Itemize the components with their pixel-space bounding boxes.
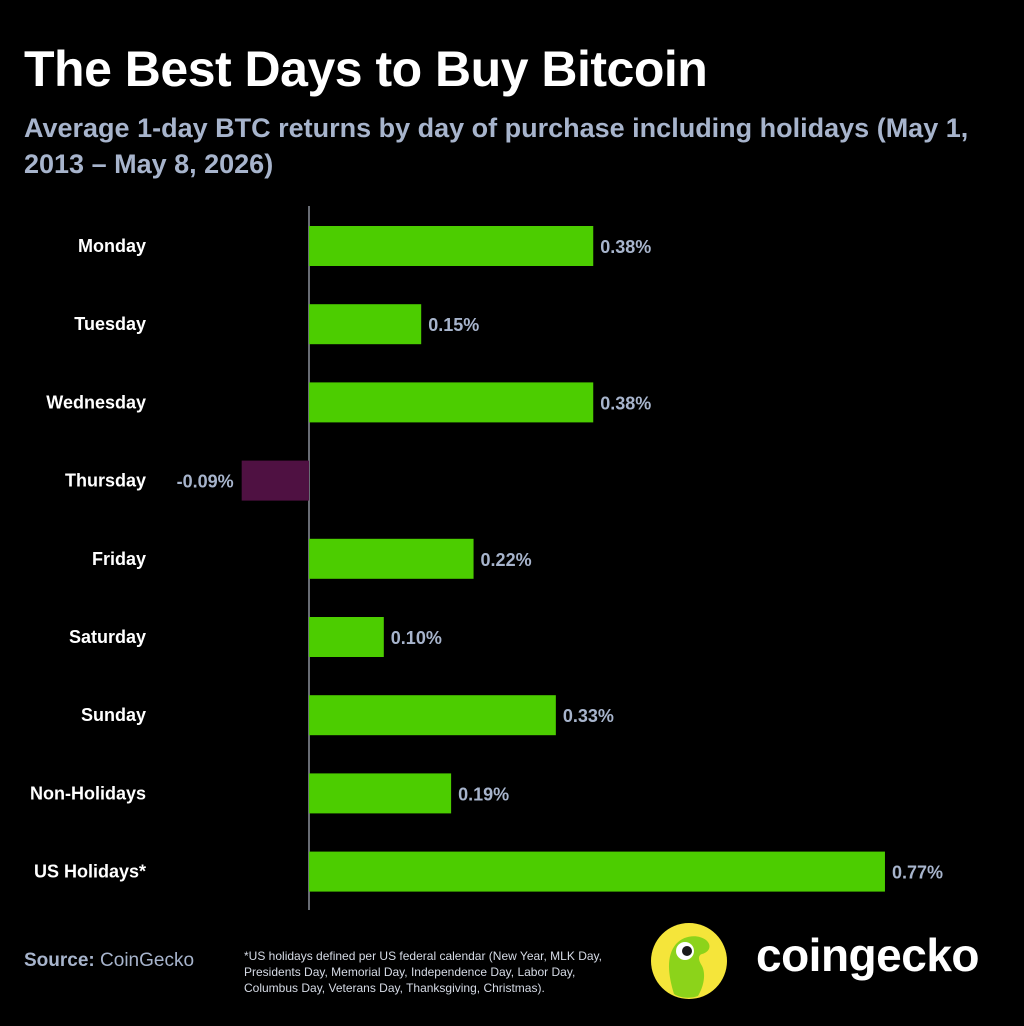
bar [241,460,309,501]
value-label: -0.09% [177,472,234,492]
holidays-footnote: *US holidays defined per US federal cale… [244,949,602,995]
bar [309,226,594,266]
bar [309,695,556,736]
category-label: Friday [92,549,146,569]
category-label: Tuesday [74,314,146,334]
category-label: Wednesday [46,392,146,412]
value-label: 0.10% [391,628,442,648]
category-label: Thursday [65,471,146,491]
bar [309,851,885,892]
bar-chart: Monday 0.38% Tuesday 0.15% Wednesday 0.38% Thu… [30,206,943,910]
value-label: 0.15% [428,315,479,335]
category-label: Non-Holidays [30,783,146,803]
value-label: 0.38% [600,393,651,413]
value-label: 0.22% [481,550,532,570]
category-label: Saturday [69,627,146,647]
chart-title: The Best Days to Buy Bitcoin [24,41,708,97]
bar [309,773,452,814]
category-label: Sunday [81,705,146,725]
category-label: Monday [78,236,146,256]
bar [309,538,474,579]
category-label: US Holidays* [34,862,146,882]
value-label: 0.33% [563,706,614,726]
brand-wordmark: coingecko [756,929,980,981]
bar [309,617,384,657]
source-value: CoinGecko [100,950,195,971]
bar [309,304,422,345]
chart-subtitle: Average 1-day BTC returns by day of purc… [24,113,969,179]
source-label: Source: [24,950,95,971]
bar [309,382,594,423]
source-credit: Source: CoinGecko [24,950,194,972]
value-label: 0.19% [458,784,509,804]
value-label: 0.38% [600,237,651,257]
coingecko-gecko-logo-icon [651,923,727,999]
value-label: 0.77% [892,863,943,883]
